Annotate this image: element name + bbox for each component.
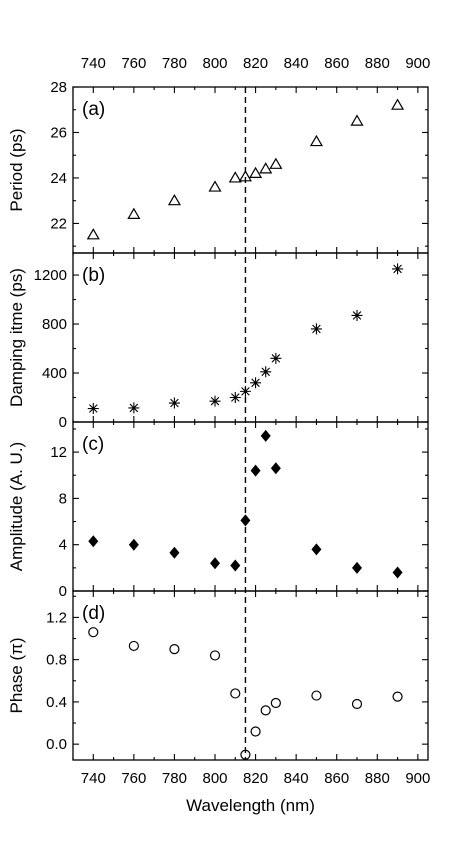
panel-frame (72, 252, 429, 423)
data-point (209, 395, 221, 407)
data-point (392, 263, 404, 275)
x-tick-label-top: 900 (405, 55, 430, 72)
x-tick-label-bottom: 760 (121, 770, 146, 787)
panel-tag: (c) (82, 434, 104, 455)
data-point (350, 114, 364, 126)
y-tick-label: 28 (50, 79, 67, 96)
x-tick-label-bottom: 800 (202, 770, 227, 787)
x-tick-label-top: 760 (121, 55, 146, 72)
data-point (270, 462, 281, 475)
y-axis-title: Damping itme (ps) (7, 268, 26, 407)
data-point (351, 309, 363, 321)
y-tick-label: 800 (42, 316, 67, 333)
data-point (260, 705, 271, 716)
x-tick-label-bottom: 900 (405, 770, 430, 787)
data-point (311, 690, 322, 701)
x-tick-label-bottom: 840 (284, 770, 309, 787)
data-point (88, 535, 99, 548)
data-point (168, 397, 180, 409)
y-tick-label: 0.8 (46, 652, 67, 669)
data-point (250, 464, 261, 477)
data-point (310, 323, 322, 335)
data-point (208, 180, 222, 192)
x-tick-label-top: 860 (324, 55, 349, 72)
data-point (259, 162, 273, 174)
y-tick-label: 0 (59, 414, 67, 431)
x-axis-title: Wavelength (nm) (186, 796, 315, 815)
data-point (392, 566, 403, 579)
data-point (309, 134, 323, 147)
y-tick-label: 1200 (34, 267, 67, 284)
y-tick-label: 12 (50, 444, 67, 461)
y-tick-label: 0 (59, 583, 67, 600)
y-axis-title: Phase (π) (7, 638, 26, 714)
data-point (270, 697, 281, 709)
x-tick-label-bottom: 740 (81, 770, 106, 787)
y-tick-label: 400 (42, 365, 67, 382)
x-tick-label-top: 780 (162, 55, 187, 72)
y-tick-label: 4 (59, 537, 67, 554)
data-point (209, 650, 221, 661)
data-point (270, 352, 282, 364)
data-point (391, 98, 405, 110)
data-point (352, 561, 362, 574)
data-point (229, 392, 241, 404)
y-tick-label: 26 (50, 124, 67, 141)
data-point (250, 377, 262, 389)
data-point (230, 559, 241, 572)
y-tick-label: 1.2 (46, 609, 67, 626)
x-tick-label-bottom: 820 (243, 770, 268, 787)
data-point (128, 640, 139, 652)
data-point (311, 543, 322, 556)
data-point (128, 538, 139, 551)
y-tick-label: 8 (59, 490, 67, 507)
data-point (167, 194, 181, 206)
data-point (250, 726, 261, 737)
data-point (87, 403, 99, 415)
y-axis-title: Period (ps) (7, 128, 26, 211)
panel-tag: (d) (82, 603, 105, 624)
data-point (249, 166, 263, 179)
panel-tag: (a) (82, 99, 105, 120)
y-tick-label: 0.4 (46, 694, 67, 711)
x-tick-label-top: 740 (81, 55, 106, 72)
data-point (86, 228, 100, 240)
data-point (88, 627, 99, 638)
data-point (392, 691, 403, 702)
x-tick-label-top: 880 (365, 55, 390, 72)
x-tick-label-bottom: 860 (324, 770, 349, 787)
y-tick-label: 24 (50, 170, 67, 187)
x-tick-label-bottom: 880 (365, 770, 390, 787)
data-point (269, 157, 283, 169)
data-point (169, 546, 180, 559)
data-point (127, 207, 141, 219)
data-point (260, 366, 272, 378)
y-axis-title: Amplitude (A. U.) (7, 442, 26, 571)
y-tick-label: 22 (50, 215, 67, 232)
data-point (169, 643, 180, 655)
panel-frame (72, 590, 429, 761)
panel-tag: (b) (82, 265, 105, 286)
data-point (230, 688, 241, 699)
data-point (260, 429, 271, 442)
data-point (351, 698, 363, 710)
x-tick-label-top: 820 (243, 55, 268, 72)
data-point (128, 402, 140, 414)
x-tick-label-top: 840 (284, 55, 309, 72)
y-tick-label: 0.0 (46, 736, 67, 753)
panel-frame (72, 86, 429, 254)
panel-frame (72, 421, 429, 592)
data-point (210, 557, 220, 570)
x-tick-label-top: 800 (202, 55, 227, 72)
data-point (228, 171, 242, 183)
x-tick-label-bottom: 780 (162, 770, 187, 787)
